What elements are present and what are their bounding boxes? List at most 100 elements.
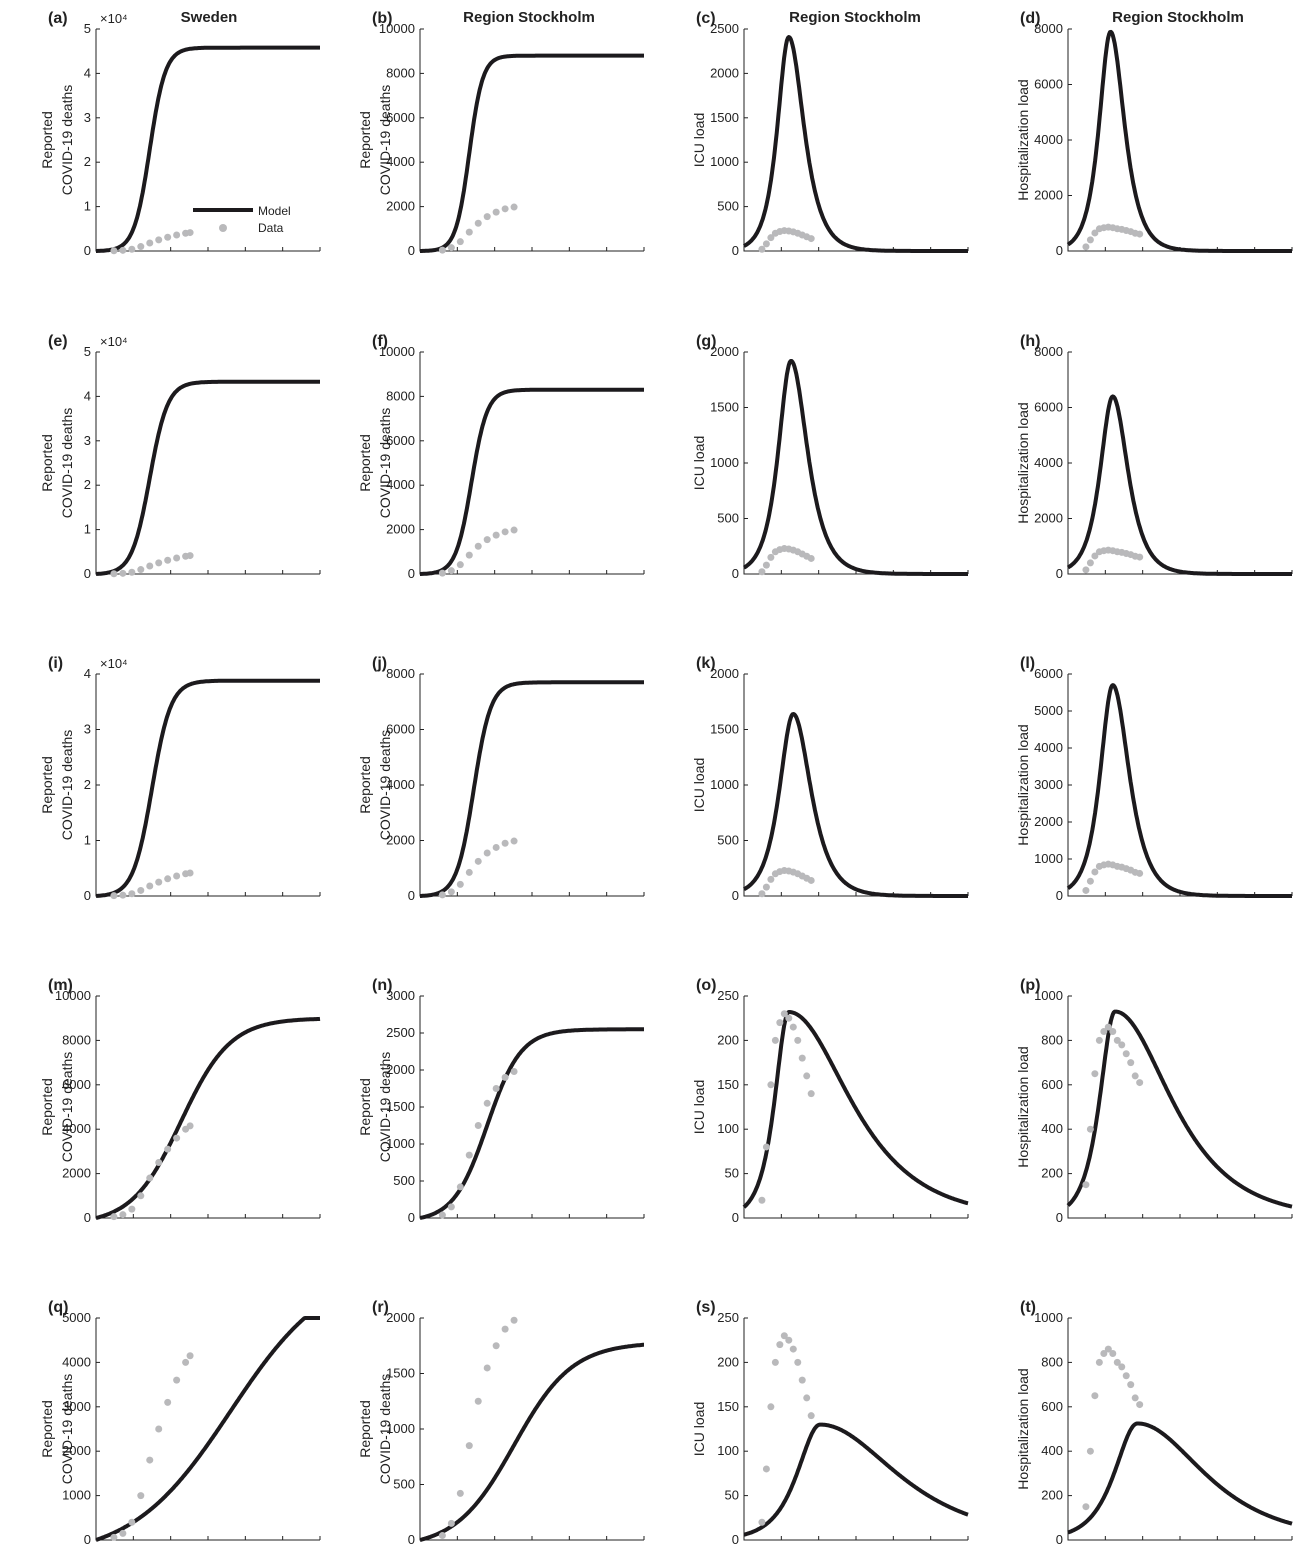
y-tick-label: 1 bbox=[84, 199, 91, 214]
data-point bbox=[456, 1489, 464, 1497]
y-tick-label: 0 bbox=[84, 1210, 91, 1225]
data-point bbox=[1131, 1072, 1139, 1080]
y-axis-label: Hospitalization load bbox=[1015, 79, 1031, 200]
data-point bbox=[155, 559, 163, 567]
data-point bbox=[1086, 1125, 1094, 1133]
data-point bbox=[501, 1325, 509, 1333]
data-point bbox=[780, 1010, 788, 1018]
y-tick-label: 500 bbox=[717, 199, 739, 214]
y-tick-label: 50 bbox=[725, 1166, 739, 1181]
model-line bbox=[1066, 683, 1294, 898]
y-tick-label: 0 bbox=[84, 1532, 91, 1547]
data-point bbox=[501, 839, 509, 847]
model-line bbox=[418, 53, 646, 253]
y-tick-label: 4000 bbox=[386, 477, 415, 492]
data-point bbox=[762, 561, 770, 569]
y-tick-label: 500 bbox=[717, 511, 739, 526]
y-tick-label: 0 bbox=[84, 888, 91, 903]
data-point bbox=[119, 246, 127, 254]
axes bbox=[1067, 29, 1292, 252]
y-tick-label: 0 bbox=[732, 1532, 739, 1547]
y-axis-label-line: Reported bbox=[39, 756, 55, 814]
data-point bbox=[447, 1203, 455, 1211]
y-tick-label: 8000 bbox=[386, 666, 415, 681]
data-point bbox=[789, 1345, 797, 1353]
y-axis-label-line: COVID-19 deaths bbox=[377, 1374, 393, 1485]
data-point bbox=[110, 247, 118, 255]
data-point bbox=[762, 883, 770, 891]
data-point bbox=[510, 1067, 518, 1075]
data-point bbox=[119, 1211, 127, 1219]
y-tick-label: 500 bbox=[393, 1477, 415, 1492]
y-tick-label: 4000 bbox=[386, 154, 415, 169]
data-point bbox=[438, 1532, 446, 1540]
data-point bbox=[182, 1358, 190, 1366]
model-line bbox=[418, 680, 646, 898]
data-point bbox=[155, 1159, 163, 1166]
data-point bbox=[771, 1358, 779, 1366]
y-axis-label: Reported COVID-19 deaths bbox=[39, 1374, 75, 1485]
data-point bbox=[492, 1342, 500, 1350]
data-point bbox=[492, 208, 500, 216]
data-point bbox=[767, 1081, 775, 1089]
y-tick-label: 0 bbox=[732, 888, 739, 903]
y-tick-label: 150 bbox=[717, 1399, 739, 1414]
panel-n: 0 500 1000 1500 2000 2500 3000(n) Reported COVID… bbox=[357, 977, 646, 1225]
y-axis-label: ICU load bbox=[691, 758, 707, 812]
y-tick-label: 4 bbox=[84, 666, 91, 681]
y-tick-label: 2000 bbox=[1034, 814, 1063, 829]
y-axis-label: Reported COVID-19 deaths bbox=[39, 85, 75, 196]
y-tick-label: 2000 bbox=[710, 65, 739, 80]
data-point bbox=[1104, 1023, 1112, 1031]
y-axis-label-line: COVID-19 deaths bbox=[377, 408, 393, 519]
y-tick-label: 1500 bbox=[710, 110, 739, 125]
panel-o: 0 50 100 150 200 250(o) ICU load bbox=[691, 977, 970, 1225]
panel-a: 0 1 2 3 4 5 (a) ×10⁴ Reported COVID-19 deaths bbox=[39, 10, 322, 258]
data-point bbox=[807, 876, 815, 884]
axes bbox=[743, 1318, 968, 1541]
axes bbox=[95, 352, 320, 575]
y-tick-label: 6000 bbox=[1034, 77, 1063, 92]
panel-j: 0 2000 4000 6000 8000(j) Reported COVID-19 dea… bbox=[357, 655, 646, 903]
data-point bbox=[186, 1122, 194, 1130]
y-axis-label-line: ICU load bbox=[691, 1402, 707, 1456]
data-point bbox=[1091, 1392, 1099, 1400]
panel-letter: (o) bbox=[696, 977, 716, 994]
panel-letter: (j) bbox=[372, 655, 387, 672]
y-tick-label: 1000 bbox=[710, 154, 739, 169]
data-point bbox=[128, 1518, 136, 1526]
y-tick-label: 10000 bbox=[55, 988, 91, 1003]
y-axis-label: Hospitalization load bbox=[1015, 402, 1031, 523]
data-point bbox=[1109, 1350, 1117, 1358]
y-tick-label: 1500 bbox=[710, 400, 739, 415]
y-axis-label-line: Hospitalization load bbox=[1015, 402, 1031, 523]
y-axis-label: Reported COVID-19 deaths bbox=[357, 1052, 393, 1163]
panel-letter: (p) bbox=[1020, 977, 1040, 994]
y-tick-label: 5 bbox=[84, 344, 91, 359]
y-tick-label: 1000 bbox=[386, 1421, 415, 1436]
y-tick-label: 5 bbox=[84, 21, 91, 36]
y-axis-label-line: Reported bbox=[357, 1078, 373, 1136]
data-point bbox=[807, 235, 815, 243]
data-point bbox=[1082, 243, 1090, 251]
y-tick-label: 6000 bbox=[1034, 666, 1063, 681]
data-point bbox=[465, 1151, 473, 1159]
y-axis-label-line: COVID-19 deaths bbox=[59, 730, 75, 841]
panel-letter: (d) bbox=[1020, 10, 1040, 27]
panel-i: 0 1 2 3 4 (i) ×10⁴ Reported COVID-19 deaths bbox=[39, 655, 322, 903]
column-title-2: Region Stockholm bbox=[463, 9, 595, 26]
y-tick-label: 1500 bbox=[710, 722, 739, 737]
data-point bbox=[780, 1332, 788, 1340]
y-tick-label: 600 bbox=[1041, 1077, 1063, 1092]
data-point bbox=[798, 1376, 806, 1384]
y-tick-label: 0 bbox=[408, 243, 415, 258]
data-point bbox=[510, 526, 518, 534]
model-line bbox=[94, 1316, 322, 1542]
panel-letter: (h) bbox=[1020, 333, 1040, 350]
panel-letter: (n) bbox=[372, 977, 392, 994]
model-line bbox=[742, 35, 970, 253]
data-point bbox=[1118, 1363, 1126, 1371]
y-axis-label: ICU load bbox=[691, 113, 707, 167]
data-point bbox=[474, 1397, 482, 1405]
